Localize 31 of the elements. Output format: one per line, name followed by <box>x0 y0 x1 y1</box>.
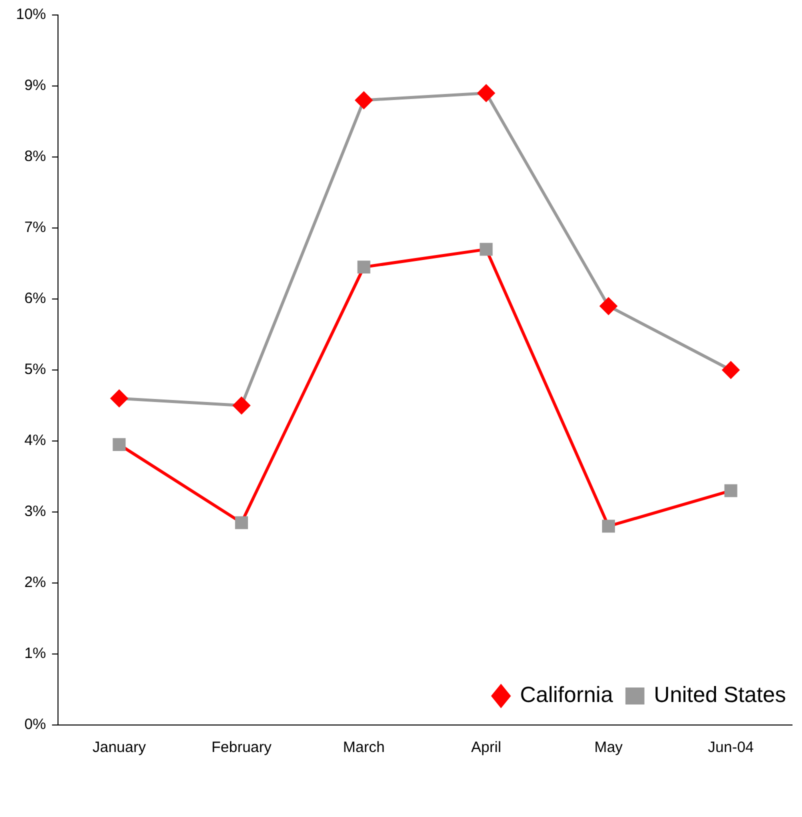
y-tick-label: 8% <box>24 148 46 166</box>
point <box>357 260 370 274</box>
point <box>235 516 248 530</box>
point <box>480 242 493 256</box>
x-tick-label: March <box>343 739 385 756</box>
y-tick-label: 7% <box>24 219 46 236</box>
x-tick-label: April <box>471 739 502 756</box>
point <box>478 84 495 102</box>
y-tick-label: 2% <box>24 574 46 592</box>
legend-label: California <box>520 682 614 708</box>
point <box>724 484 738 498</box>
x-tick-label: May <box>594 739 624 756</box>
y-tick-label: 9% <box>24 77 46 94</box>
point <box>602 520 615 533</box>
y-tick-label: 6% <box>24 290 46 308</box>
point <box>600 298 618 315</box>
point <box>233 397 250 414</box>
legend-label: United States <box>654 682 786 708</box>
y-tick-label: 10% <box>16 6 46 24</box>
point <box>355 92 372 109</box>
y-tick-label: 0% <box>24 716 46 734</box>
point <box>110 390 128 407</box>
y-tick-label: 4% <box>24 432 46 450</box>
x-tick-label: Jun-04 <box>708 739 754 756</box>
y-tick-label: 3% <box>24 503 46 520</box>
x-tick-label: January <box>92 739 146 756</box>
point <box>112 438 126 451</box>
y-tick-label: 1% <box>24 645 46 662</box>
x-tick-label: February <box>212 739 272 756</box>
y-tick-label: 5% <box>24 361 46 378</box>
point <box>722 362 740 378</box>
